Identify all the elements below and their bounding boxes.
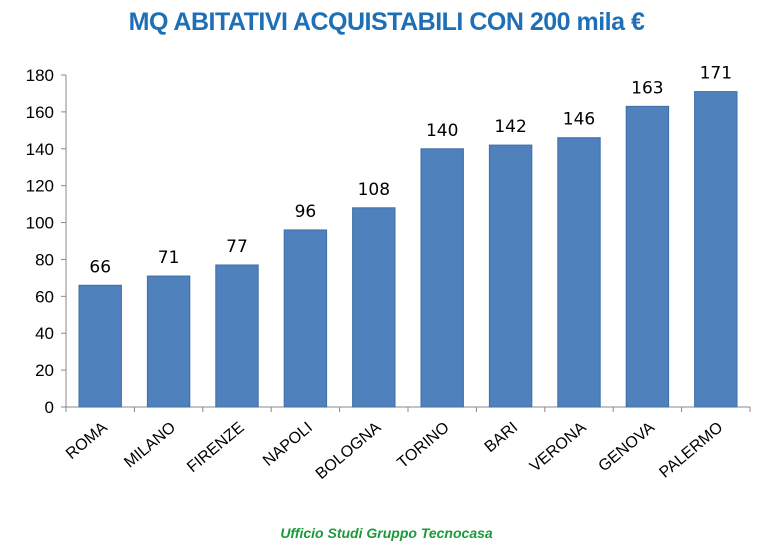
data-label: 171 — [700, 64, 732, 84]
data-label: 66 — [89, 257, 111, 277]
category-label: FIRENZE — [184, 419, 247, 476]
y-tick-label: 60 — [35, 287, 54, 306]
category-label: ROMA — [63, 419, 111, 463]
category-label: MILANO — [121, 419, 179, 471]
data-label: 146 — [563, 110, 595, 130]
y-tick-label: 160 — [26, 103, 54, 122]
category-label: GENOVA — [596, 419, 659, 475]
data-label: 96 — [295, 202, 317, 222]
bar-verona — [557, 137, 601, 408]
chart-title: MQ ABITATIVI ACQUISTABILI CON 200 mila € — [128, 8, 645, 36]
data-label: 77 — [226, 237, 248, 257]
y-tick-label: 0 — [45, 398, 54, 417]
category-label: NAPOLI — [260, 419, 316, 470]
category-label: VERONA — [527, 419, 590, 476]
bar-napoli — [283, 229, 328, 408]
data-label: 140 — [426, 121, 458, 141]
data-labels: 66 71 77 96 108 140 142 146 163 171 — [89, 64, 732, 278]
bar-torino — [420, 148, 464, 408]
y-axis-ticks: 0 20 40 60 80 100 120 140 160 180 — [26, 66, 751, 417]
bar-bari — [488, 144, 533, 408]
y-tick-label: 40 — [35, 324, 54, 343]
bar-genova — [625, 105, 670, 408]
category-label: BARI — [482, 419, 522, 456]
y-tick-label: 140 — [26, 140, 54, 159]
bar-milano — [146, 275, 191, 408]
y-tick-label: 100 — [26, 214, 54, 233]
bar-bologna — [352, 207, 396, 408]
data-label: 108 — [358, 180, 390, 200]
data-label: 71 — [158, 248, 180, 268]
bar-roma — [78, 284, 122, 408]
y-tick-label: 120 — [26, 177, 54, 196]
footer-credit: Ufficio Studi Gruppo Tecnocasa — [280, 525, 493, 541]
bar-series — [78, 91, 738, 408]
category-label: BOLOGNA — [313, 419, 385, 483]
category-label: PALERMO — [656, 419, 726, 482]
y-tick-label: 180 — [26, 66, 54, 85]
category-label: TORINO — [394, 419, 452, 472]
y-tick-label: 80 — [35, 250, 54, 269]
bar-palermo — [694, 91, 738, 408]
data-label: 142 — [494, 117, 526, 137]
y-tick-label: 20 — [35, 361, 54, 380]
bar-firenze — [215, 264, 259, 408]
data-label: 163 — [631, 78, 663, 98]
